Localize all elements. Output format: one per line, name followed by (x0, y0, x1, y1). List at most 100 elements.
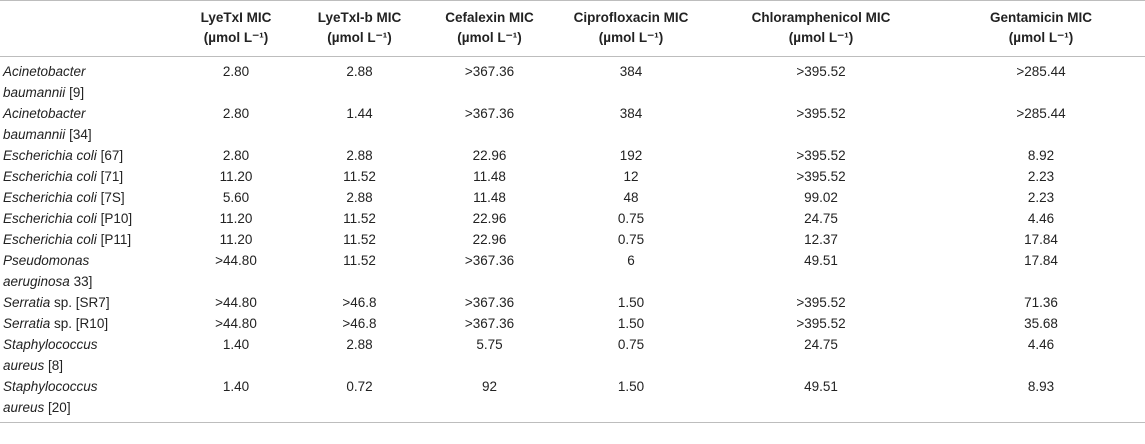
mic-gentamicin-cell: 2.23 (1027, 169, 1055, 184)
strain-ref: [71] (100, 169, 124, 184)
species-name: Serratia (3, 295, 51, 310)
mic-ciprofloxacin-cell: 1.50 (617, 379, 645, 394)
table-row: Acinetobacter baumannii [34] 2.80 1.44 >367.… (0, 103, 1145, 145)
organism-cell: Escherichia coli [67] (0, 145, 175, 166)
strain-ref: [8] (48, 358, 64, 373)
species-name: Escherichia coli (3, 211, 97, 226)
mic-cefalexin-cell: 11.48 (473, 190, 506, 205)
mic-lyetxi-b-cell: 11.52 (343, 253, 376, 268)
organism-cell: Escherichia coli [7S] (0, 187, 175, 208)
strain-ref: [7S] (100, 190, 125, 205)
mic-cefalexin-cell: 22.96 (472, 211, 507, 226)
table-row: Escherichia coli [P11] 11.20 11.52 22.96 0.7… (0, 229, 1145, 250)
species-name: Acinetobacter (3, 106, 86, 121)
mic-lyetxi-b-cell: 2.88 (346, 337, 373, 352)
mic-lyetxi-b-cell: 11.52 (343, 169, 376, 184)
strain-ref: [P10] (100, 211, 133, 226)
mic-chloramphenicol-cell: >395.52 (796, 106, 846, 121)
mic-chloramphenicol-cell: >395.52 (796, 316, 846, 331)
mic-chloramphenicol-cell: >395.52 (796, 64, 846, 79)
organism-cell: Acinetobacter baumannii [9] (0, 57, 175, 104)
species-name-cont: baumannii (3, 127, 66, 142)
organism-cell: Pseudomonas aeruginosa 33] (0, 250, 175, 292)
mic-lyetxi-b-cell: >46.8 (342, 316, 377, 331)
header-ciprofloxacin: Ciprofloxacin MIC (µmol L⁻¹) (573, 10, 689, 45)
mic-ciprofloxacin-cell: 1.50 (617, 295, 645, 310)
mic-lyetxi-cell: 2.80 (222, 64, 250, 79)
mic-ciprofloxacin-cell: 48 (623, 190, 639, 205)
mic-ciprofloxacin-cell: 1.50 (617, 316, 645, 331)
organism-cell: Staphylococcus aureus [20] (0, 376, 175, 423)
mic-lyetxi-b-cell: 11.52 (343, 211, 376, 226)
species-name: Serratia (3, 316, 51, 331)
header-lyetxi-b: LyeTxI-b MIC (µmol L⁻¹) (317, 10, 402, 45)
organism-cell: Escherichia coli [P10] (0, 208, 175, 229)
mic-lyetxi-b-cell: 1.44 (346, 106, 373, 121)
mic-cefalexin-cell: 11.48 (473, 169, 506, 184)
table-row: Staphylococcus aureus [20] 1.40 0.72 92 1.50 4… (0, 376, 1145, 423)
table-row: Escherichia coli [67] 2.80 2.88 22.96 192 >39… (0, 145, 1145, 166)
species-name-cont: baumannii (3, 85, 66, 100)
strain-ref: [9] (69, 85, 85, 100)
mic-gentamicin-cell: >285.44 (1016, 64, 1066, 79)
mic-lyetxi-cell: >44.80 (215, 316, 257, 331)
table-row: Acinetobacter baumannii [9] 2.80 2.88 >367.3… (0, 57, 1145, 104)
mic-gentamicin-cell: 35.68 (1024, 316, 1058, 331)
species-name-cont: aeruginosa (3, 274, 70, 289)
header-gentamicin: Gentamicin MIC (µmol L⁻¹) (989, 10, 1092, 45)
mic-gentamicin-cell: 2.23 (1027, 190, 1055, 205)
mic-lyetxi-cell: 11.20 (219, 211, 253, 226)
mic-lyetxi-b-cell: 2.88 (346, 64, 373, 79)
organism-cell: Escherichia coli [71] (0, 166, 175, 187)
mic-lyetxi-cell: 2.80 (222, 106, 250, 121)
mic-table: LyeTxI MIC (µmol L⁻¹) LyeTxI-b MIC (µmol L… (0, 0, 1145, 423)
table-row: Serratia sp. [R10] >44.80 >46.8 >367.36 1.50… (0, 313, 1145, 334)
species-name-cont: aureus (3, 358, 45, 373)
species-name-cont: aureus (3, 400, 45, 415)
mic-lyetxi-cell: 1.40 (222, 337, 250, 352)
mic-chloramphenicol-cell: >395.52 (796, 148, 846, 163)
strain-ref: sp. [SR7] (54, 295, 110, 310)
species-name: Escherichia coli (3, 232, 97, 247)
mic-cefalexin-cell: >367.36 (464, 295, 515, 310)
mic-gentamicin-cell: 8.93 (1027, 379, 1055, 394)
mic-cefalexin-cell: 92 (481, 379, 498, 394)
mic-lyetxi-cell: 11.20 (219, 169, 253, 184)
mic-chloramphenicol-cell: >395.52 (796, 169, 846, 184)
mic-lyetxi-b-cell: 11.52 (343, 232, 376, 247)
mic-gentamicin-cell: 4.46 (1027, 337, 1055, 352)
species-name: Acinetobacter (3, 64, 86, 79)
mic-chloramphenicol-cell: 24.75 (804, 337, 838, 352)
mic-gentamicin-cell: 17.84 (1024, 253, 1058, 268)
mic-cefalexin-cell: >367.36 (464, 106, 515, 121)
mic-lyetxi-cell: 11.20 (219, 232, 253, 247)
mic-lyetxi-cell: >44.80 (215, 253, 257, 268)
mic-chloramphenicol-cell: 49.51 (804, 253, 838, 268)
table-row: Serratia sp. [SR7] >44.80 >46.8 >367.36 1.50… (0, 292, 1145, 313)
mic-ciprofloxacin-cell: 192 (619, 148, 643, 163)
mic-lyetxi-b-cell: 2.88 (346, 190, 373, 205)
mic-cefalexin-cell: 5.75 (476, 337, 503, 352)
mic-cefalexin-cell: 22.96 (472, 232, 507, 247)
organism-cell: Escherichia coli [P11] (0, 229, 175, 250)
strain-ref: [20] (48, 400, 71, 415)
mic-lyetxi-b-cell: >46.8 (342, 295, 377, 310)
mic-gentamicin-cell: 4.46 (1027, 211, 1055, 226)
organism-cell: Acinetobacter baumannii [34] (0, 103, 175, 145)
mic-lyetxi-cell: 1.40 (222, 379, 250, 394)
strain-ref: [67] (100, 148, 124, 163)
organism-cell: Staphylococcus aureus [8] (0, 334, 175, 376)
mic-cefalexin-cell: >367.36 (464, 253, 515, 268)
species-name: Escherichia coli (3, 148, 97, 163)
species-name: Staphylococcus (3, 379, 98, 394)
mic-gentamicin-cell: 8.92 (1027, 148, 1055, 163)
mic-lyetxi-cell: 5.60 (222, 190, 250, 205)
mic-ciprofloxacin-cell: 6 (627, 253, 635, 268)
mic-ciprofloxacin-cell: 12 (623, 169, 639, 184)
mic-chloramphenicol-cell: 99.02 (804, 190, 838, 205)
mic-ciprofloxacin-cell: 384 (619, 64, 643, 79)
mic-chloramphenicol-cell: >395.52 (796, 295, 846, 310)
header-organism (0, 1, 175, 57)
table-row: Escherichia coli [71] 11.20 11.52 11.48 12 >3… (0, 166, 1145, 187)
header-cefalexin: Cefalexin MIC (µmol L⁻¹) (445, 10, 534, 45)
